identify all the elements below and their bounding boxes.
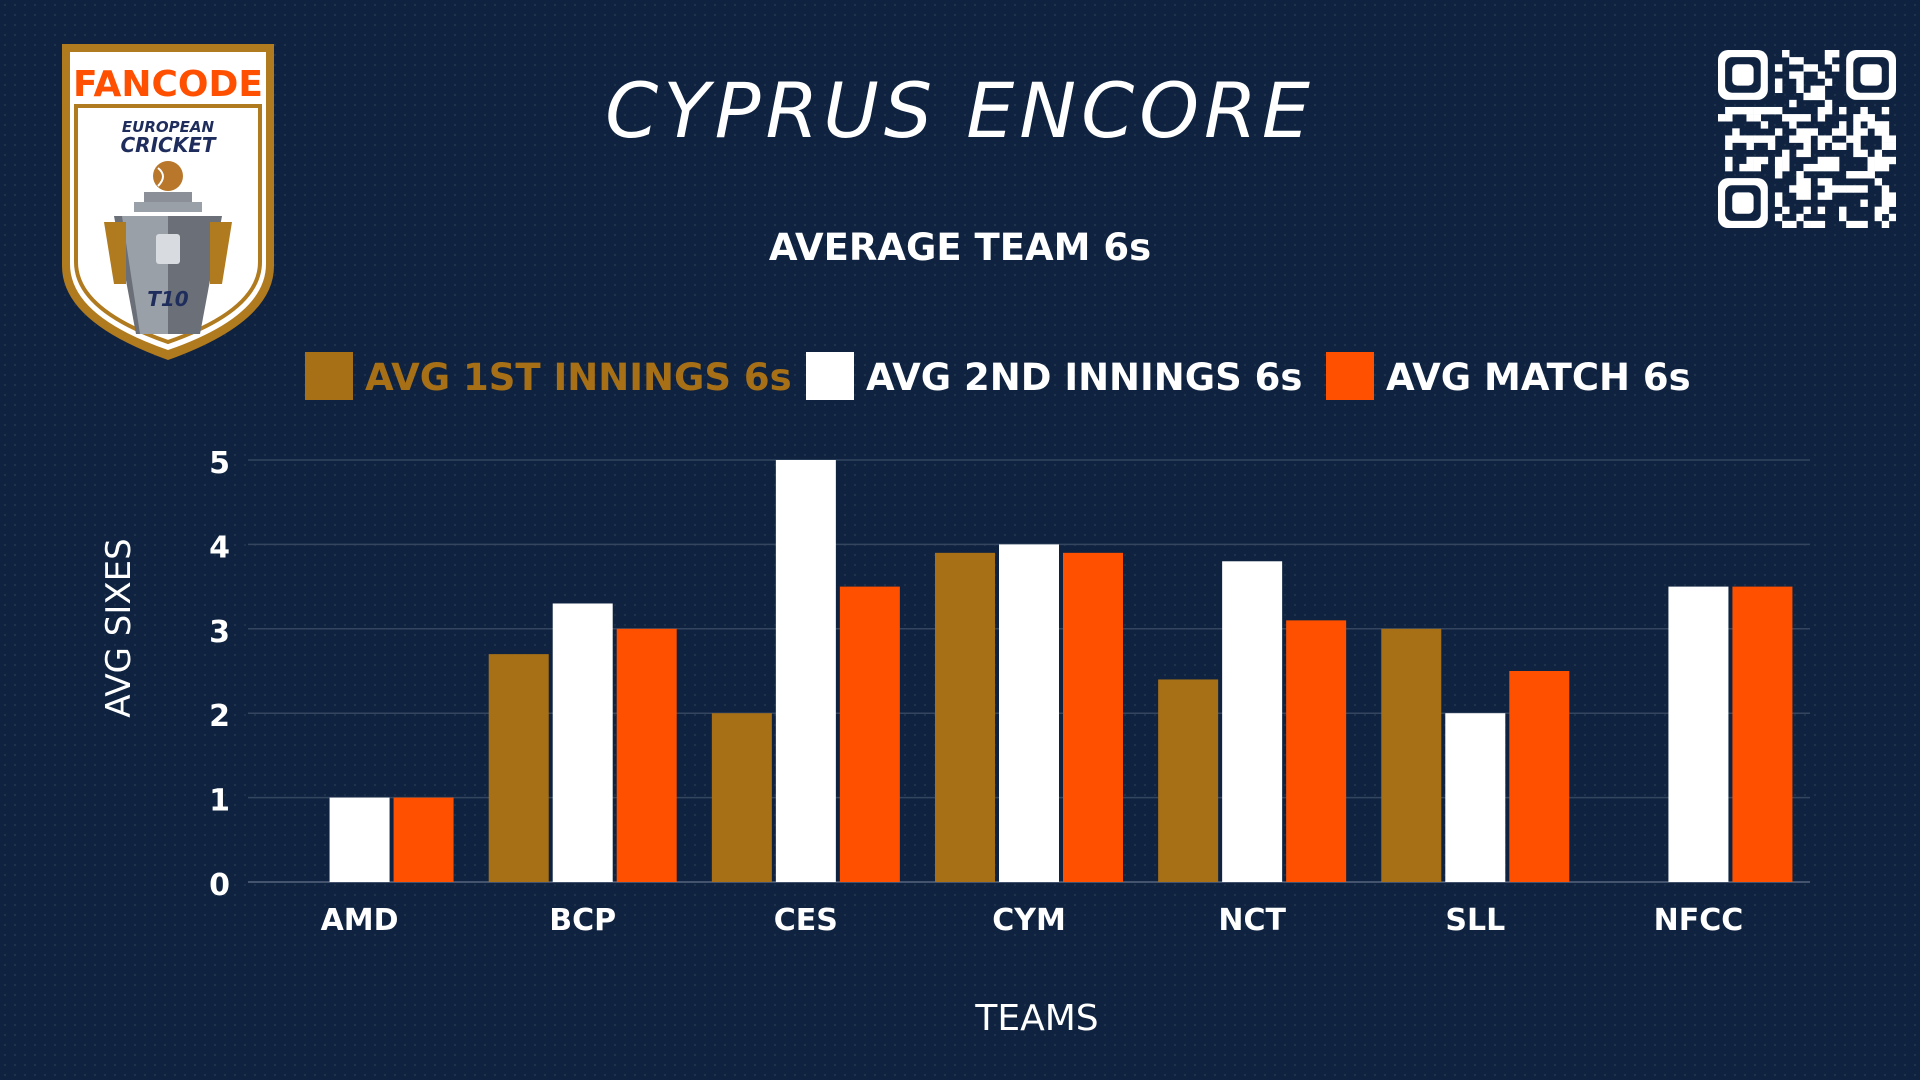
bar [1158, 679, 1219, 882]
y-tick-label: 0 [209, 868, 230, 903]
x-tick-label: NCT [1218, 903, 1286, 938]
bar [1732, 586, 1793, 882]
y-tick-label: 3 [209, 615, 230, 650]
legend-label: AVG MATCH 6s [1386, 356, 1691, 399]
legend-swatch [305, 352, 353, 400]
bar [488, 654, 549, 882]
x-tick-label: NFCC [1654, 903, 1744, 938]
x-tick-label: AMD [321, 903, 399, 938]
bar-group-nfcc [1668, 586, 1793, 882]
european-cricket-logo: FANCODE EUROPEAN CRICKET T10 [62, 44, 274, 360]
bar [711, 713, 772, 882]
bar [839, 586, 900, 882]
bar [1381, 628, 1442, 882]
bar-group-nct [1158, 561, 1347, 882]
logo-line2: CRICKET [121, 133, 217, 157]
x-axis-ticks: AMD BCP CES CYM NCT SLL NFCC [321, 903, 1744, 938]
legend-item: AVG 2ND INNINGS 6s [806, 352, 1302, 400]
bar [1509, 671, 1570, 882]
logo-format: T10 [147, 287, 189, 311]
legend-item: AVG MATCH 6s [1326, 352, 1691, 400]
svg-text:FANCODE: FANCODE [73, 64, 263, 105]
chart-legend: AVG 1ST INNINGS 6s AVG 2ND INNINGS 6s AVG … [305, 352, 1691, 400]
bar [935, 552, 995, 882]
legend-swatch [1326, 352, 1374, 400]
legend-label: AVG 2ND INNINGS 6s [866, 356, 1302, 399]
bar [1063, 552, 1123, 882]
x-tick-label: CYM [992, 903, 1066, 938]
legend-label: AVG 1ST INNINGS 6s [365, 356, 792, 399]
bar [1222, 561, 1283, 882]
bar [393, 797, 454, 882]
bar [552, 603, 613, 882]
bar [1286, 620, 1347, 882]
bar-group-cym [935, 544, 1123, 882]
legend-item: AVG 1ST INNINGS 6s [305, 352, 792, 400]
x-tick-label: BCP [549, 903, 616, 938]
y-tick-label: 4 [209, 530, 230, 565]
y-axis-label: AVG SIXES [99, 538, 139, 717]
y-tick-label: 5 [209, 446, 230, 481]
bar [616, 628, 677, 882]
x-tick-label: SLL [1445, 903, 1505, 938]
bar-group-ces [711, 460, 900, 882]
bar-group-bcp [488, 603, 677, 882]
logo-brand-text: FANCODE [73, 64, 263, 105]
chart-title: AVERAGE TEAM 6s [769, 226, 1151, 269]
x-tick-label: CES [774, 903, 838, 938]
bar-group-amd [329, 797, 454, 882]
bar [1668, 586, 1729, 882]
page-title: CYPRUS ENCORE [605, 66, 1315, 155]
x-axis-label: TEAMS [974, 998, 1098, 1039]
bar [775, 460, 836, 882]
y-tick-label: 2 [209, 699, 230, 734]
bar [999, 544, 1059, 882]
legend-swatch [806, 352, 854, 400]
bar [1445, 713, 1506, 882]
logo-line1: EUROPEAN [122, 118, 215, 136]
y-axis-ticks: 0 1 2 3 4 5 [209, 446, 230, 903]
bar [329, 797, 390, 882]
chart-bars [329, 460, 1793, 882]
qr-code-icon [1718, 50, 1896, 228]
bar-group-sll [1381, 628, 1570, 882]
y-tick-label: 1 [209, 784, 230, 819]
